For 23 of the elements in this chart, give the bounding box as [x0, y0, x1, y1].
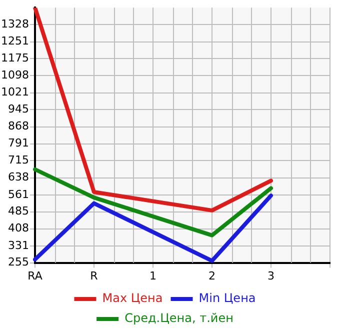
legend-label: Min Цена	[198, 291, 256, 306]
y-tick-label: 485	[8, 204, 29, 218]
x-tick-label: RA	[28, 269, 43, 282]
y-tick-label: 791	[8, 136, 29, 150]
legend-label: Max Цена	[102, 291, 163, 306]
y-tick-label: 868	[8, 120, 29, 133]
legend-label: Сред.Цена, т.йен	[124, 311, 234, 326]
x-tick-label: 3	[268, 269, 274, 282]
x-tick-label: R	[90, 269, 98, 282]
y-tick-label: 1251	[0, 34, 29, 48]
y-tick-label: 255	[8, 256, 29, 269]
y-tick-label: 715	[8, 154, 29, 167]
y-tick-label: 561	[8, 188, 29, 201]
y-tick-label: 1098	[0, 68, 29, 82]
y-tick-label: 1328	[0, 18, 29, 31]
y-tick-label: 1175	[0, 52, 29, 64]
y-tick-label: 331	[8, 238, 29, 252]
x-tick-label: 2	[208, 269, 216, 282]
y-tick-label: 945	[8, 102, 29, 116]
y-tick-label: 1021	[0, 86, 29, 99]
y-tick-label: 408	[8, 222, 29, 235]
x-tick-label: 1	[149, 269, 156, 282]
y-tick-label: 638	[8, 170, 29, 184]
